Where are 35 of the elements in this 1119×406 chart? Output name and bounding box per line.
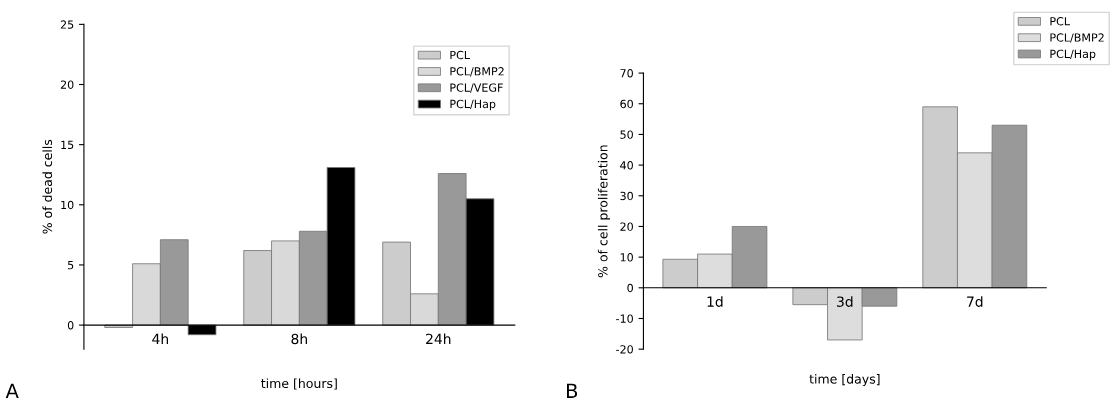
y-tick-label: 70 [620,69,633,78]
x-tick-label: 3d [837,296,853,307]
legend-label: PCL [1050,17,1070,26]
legend-label: PCL/BMP2 [450,67,504,77]
y-tick-label: 10 [61,200,74,210]
y-tick-label: -20 [616,345,633,354]
y-tick-label: -10 [616,314,633,323]
y-tick-label: 20 [620,222,633,231]
text: B [567,383,578,398]
legend-label: PCL [450,50,470,60]
x-tick-label: 1d [707,296,723,307]
x-axis-title: time [hours] [261,378,337,390]
y-tick-label: 15 [61,140,74,150]
y-tick-label: 40 [620,161,633,170]
y-axis-title: % of cell proliferation [597,145,610,278]
y-tick-label: 0 [627,283,633,293]
y-tick-label: 5 [67,261,74,270]
legend-label: PCL/VEGF [450,83,503,93]
y-tick-label: 20 [60,80,74,89]
x-tick-label: 8h [291,333,307,345]
legend-label: PCL/BMP2 [1050,33,1104,43]
x-tick-label: 4h [152,333,168,344]
legend-label: PCL/Hap [1050,49,1096,61]
text: A [5,383,19,398]
y-tick-label: 0 [67,321,74,330]
x-tick-label: 7d [967,296,983,307]
y-tick-label: 30 [620,191,633,201]
x-tick-label: 24h [426,333,451,344]
y-tick-label: 60 [620,99,633,109]
y-tick-label: 25 [60,20,74,29]
y-tick-label: 10 [620,253,633,262]
y-tick-label: 50 [620,130,633,139]
legend-label: PCL/Hap [450,99,496,111]
y-axis-title: % of dead cells [42,139,53,234]
x-axis-title: time [days] [809,374,880,387]
